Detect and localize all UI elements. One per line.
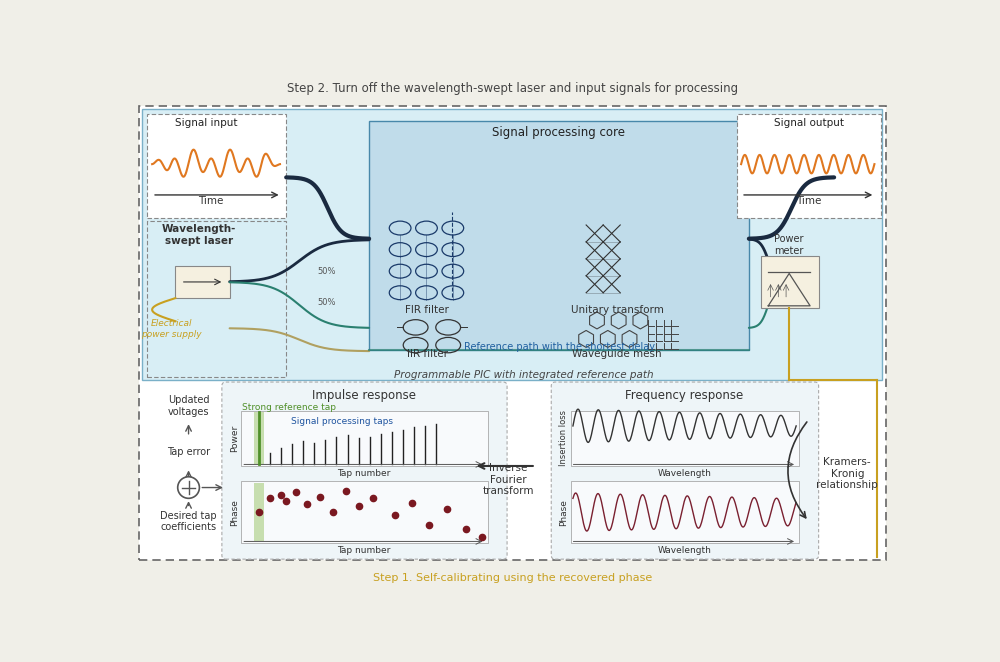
Text: IIR filter: IIR filter [407, 350, 448, 359]
Bar [241, 410, 488, 466]
Text: Phase: Phase [559, 498, 568, 526]
Text: Strong reference tap: Strong reference tap [242, 403, 336, 412]
Text: Step 1. Self-calibrating using the recovered phase: Step 1. Self-calibrating using the recov… [373, 573, 652, 583]
Text: Power: Power [231, 424, 240, 452]
Bar [139, 106, 886, 560]
Text: Signal processing core: Signal processing core [492, 126, 626, 139]
Text: Wavelength: Wavelength [658, 546, 711, 555]
Text: Insertion loss: Insertion loss [559, 410, 568, 466]
Text: Signal output: Signal output [774, 118, 844, 128]
Bar [571, 481, 799, 543]
Bar [147, 221, 286, 377]
Text: 50%: 50% [317, 299, 336, 307]
Text: Inverse
Fourier
transform: Inverse Fourier transform [483, 463, 534, 496]
Text: Tap number: Tap number [337, 546, 390, 555]
Text: Unitary transform: Unitary transform [571, 305, 664, 315]
Text: Impulse response: Impulse response [312, 389, 416, 402]
Bar [737, 114, 881, 218]
Text: Step 2. Turn off the wavelength-swept laser and input signals for processing: Step 2. Turn off the wavelength-swept la… [287, 82, 738, 95]
Text: Phase: Phase [231, 498, 240, 526]
Text: Kramers-
Kronig
relationship: Kramers- Kronig relationship [816, 457, 878, 491]
Text: Wavelength-
swept laser: Wavelength- swept laser [161, 224, 236, 246]
Bar [142, 109, 882, 380]
Text: Tap error: Tap error [167, 447, 210, 457]
Text: Tap number: Tap number [337, 469, 390, 478]
Bar [369, 121, 749, 350]
Text: Reference path with the shortest delay: Reference path with the shortest delay [464, 342, 654, 352]
Text: Frequency response: Frequency response [625, 389, 744, 402]
Text: Signal input: Signal input [175, 118, 238, 128]
Circle shape [178, 477, 199, 498]
Text: 50%: 50% [317, 267, 336, 277]
Text: Updated
voltages: Updated voltages [168, 395, 209, 416]
Text: Power
meter: Power meter [774, 234, 804, 256]
Bar [241, 481, 488, 543]
Text: Wavelength: Wavelength [658, 469, 711, 478]
Text: Desired tap
coefficients: Desired tap coefficients [160, 510, 217, 532]
Text: Time: Time [198, 196, 223, 206]
FancyBboxPatch shape [222, 382, 507, 559]
FancyBboxPatch shape [551, 382, 819, 559]
Text: Signal processing taps: Signal processing taps [291, 417, 393, 426]
Bar [254, 412, 264, 465]
Bar [571, 410, 799, 466]
Text: Programmable PIC with integrated reference path: Programmable PIC with integrated referen… [394, 370, 654, 380]
Text: FIR filter: FIR filter [405, 305, 449, 315]
Bar [147, 114, 286, 218]
Bar [254, 483, 264, 542]
Bar [761, 256, 819, 308]
Bar [175, 265, 230, 298]
Text: Time: Time [796, 196, 821, 206]
Text: Waveguide mesh: Waveguide mesh [572, 350, 662, 359]
Text: Electrical
power supply: Electrical power supply [141, 319, 202, 339]
